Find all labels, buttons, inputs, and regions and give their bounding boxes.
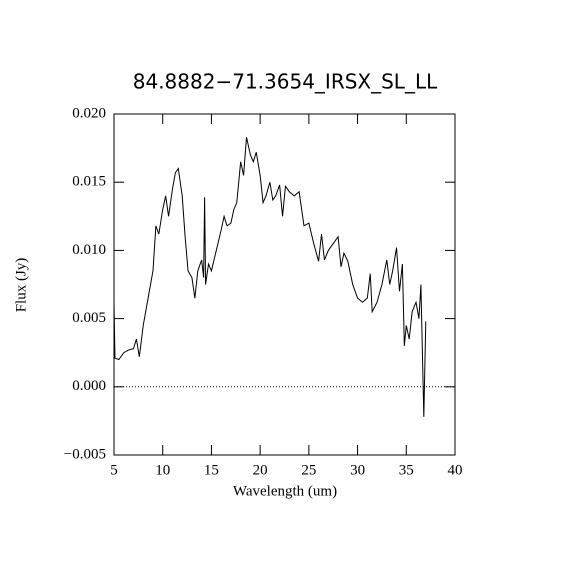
- y-tick-label: 0.000: [72, 378, 106, 394]
- x-tick-label: 5: [110, 462, 118, 478]
- x-axis-label: Wavelength (um): [233, 483, 337, 499]
- x-tick-label: 15: [204, 462, 219, 478]
- y-tick-label: −0.005: [64, 446, 106, 462]
- chart-title: 84.8882−71.3654_IRSX_SL_LL: [133, 70, 438, 94]
- plot-frame: [113, 113, 456, 456]
- x-tick-label: 25: [301, 462, 316, 478]
- y-tick-label: 0.005: [72, 310, 106, 326]
- x-tick-label: 30: [350, 462, 365, 478]
- spectrum-line: [113, 137, 427, 417]
- x-tick-label: 20: [253, 462, 268, 478]
- y-axis-label: Flux (Jy): [13, 258, 29, 313]
- x-tick-label: 40: [448, 462, 463, 478]
- x-tick-label: 35: [399, 462, 414, 478]
- x-tick-label: 10: [155, 462, 170, 478]
- y-tick-label: 0.020: [72, 105, 106, 121]
- y-tick-label: 0.010: [72, 242, 106, 258]
- y-tick-label: 0.015: [72, 174, 106, 190]
